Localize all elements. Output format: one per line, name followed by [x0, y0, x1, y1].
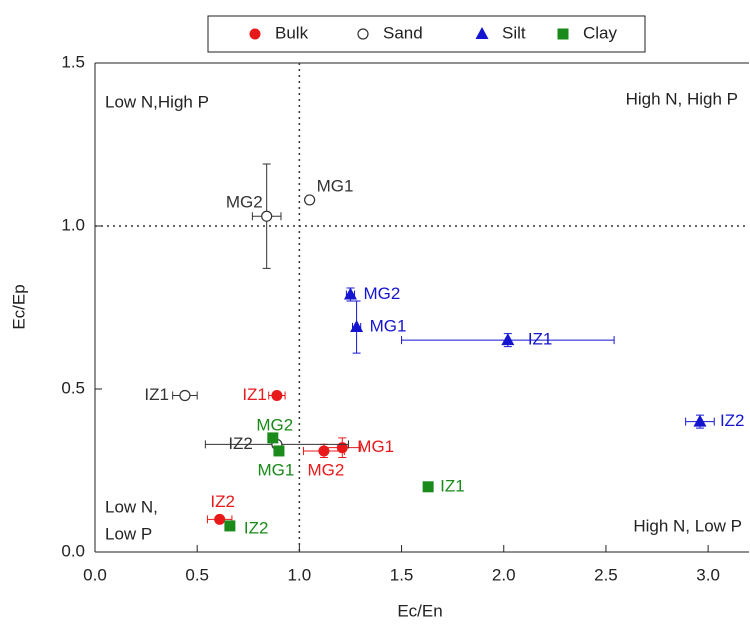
point — [693, 414, 707, 427]
legend-marker — [557, 28, 569, 40]
point — [179, 389, 191, 402]
point — [336, 442, 348, 454]
point — [273, 445, 285, 457]
legend-label: Sand — [383, 23, 423, 42]
point — [318, 445, 330, 457]
x-tick-label: 3.0 — [696, 565, 720, 584]
legend-label: Silt — [502, 23, 526, 42]
x-axis-label: Ec/En — [397, 601, 442, 620]
legend-marker — [249, 28, 261, 40]
x-tick-label: 1.0 — [288, 565, 312, 584]
point-label: IZ2 — [720, 411, 745, 430]
point-label: MG2 — [307, 460, 344, 479]
point-label: IZ1 — [144, 385, 169, 404]
point — [224, 520, 236, 532]
legend-marker — [357, 28, 369, 40]
legend-label: Bulk — [275, 23, 309, 42]
quadrant-label: Low N, — [105, 497, 158, 516]
x-tick-label: 2.5 — [594, 565, 618, 584]
point — [267, 432, 279, 444]
point-label: MG2 — [363, 284, 400, 303]
point-label: MG1 — [357, 437, 394, 456]
point-label: MG2 — [226, 193, 263, 212]
x-tick-label: 0.5 — [185, 565, 209, 584]
point-label: MG2 — [256, 415, 293, 434]
point-label: IZ1 — [242, 385, 267, 404]
point-label: IZ2 — [244, 518, 269, 537]
x-tick-label: 2.0 — [492, 565, 516, 584]
y-axis-label: Ec/Ep — [9, 284, 28, 329]
x-tick-label: 1.5 — [390, 565, 414, 584]
point-label: MG1 — [317, 176, 354, 195]
point — [501, 333, 515, 346]
y-tick-label: 0.0 — [61, 541, 85, 560]
x-tick-label: 0.0 — [83, 565, 107, 584]
quadrant-label: Low P — [105, 524, 152, 543]
point — [261, 210, 273, 222]
point — [214, 513, 226, 525]
legend-label: Clay — [583, 23, 618, 42]
point — [271, 390, 283, 402]
point-label: IZ1 — [528, 330, 553, 349]
legend-marker — [475, 27, 489, 39]
point-label: MG1 — [370, 317, 407, 336]
point-label: IZ2 — [228, 434, 253, 453]
point-label: MG1 — [258, 460, 295, 479]
point-label: IZ2 — [210, 492, 235, 511]
quadrant-label: High N, Low P — [633, 516, 742, 535]
quadrant-label: Low N,High P — [105, 92, 209, 111]
quadrant-label: High N, High P — [626, 89, 738, 108]
point — [422, 481, 434, 493]
point — [303, 194, 316, 206]
point — [343, 287, 357, 300]
y-tick-label: 0.5 — [61, 378, 85, 397]
y-tick-label: 1.0 — [61, 215, 85, 234]
point — [350, 320, 364, 333]
legend-box — [207, 15, 646, 53]
y-tick-label: 1.5 — [61, 52, 85, 71]
point-label: IZ1 — [440, 476, 465, 495]
